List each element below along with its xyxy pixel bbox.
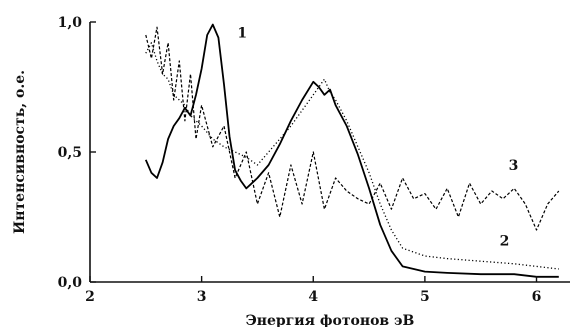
axes-layer: [89, 22, 570, 283]
y-tick-label: 0,0: [58, 275, 83, 291]
y-tick-label: 1,0: [58, 15, 83, 31]
curve-labels-layer: 1 2 3: [237, 26, 518, 250]
series-line-2: [145, 42, 559, 270]
curve-label-1: 1: [237, 26, 247, 42]
x-tick-label: 5: [420, 289, 430, 305]
tick-labels-layer: 2 3 4 5 6 0,0 0,5 1,0: [58, 15, 542, 305]
x-tick-label: 6: [532, 289, 542, 305]
ticks-layer: [89, 21, 538, 283]
y-tick-label: 0,5: [58, 145, 82, 161]
x-tick-label: 3: [197, 289, 207, 305]
series-line-3: [145, 26, 560, 231]
x-axis-label: Энергия фотонов эВ: [246, 313, 415, 327]
y-axis-label: Интенсивность, о.е.: [12, 70, 28, 234]
x-tick-label: 2: [85, 289, 95, 305]
series-line-1: [144, 23, 559, 278]
curves-layer: [144, 23, 560, 278]
curve-label-2: 2: [500, 234, 510, 250]
curve-label-3: 3: [509, 158, 519, 174]
x-tick-label: 4: [308, 289, 318, 305]
